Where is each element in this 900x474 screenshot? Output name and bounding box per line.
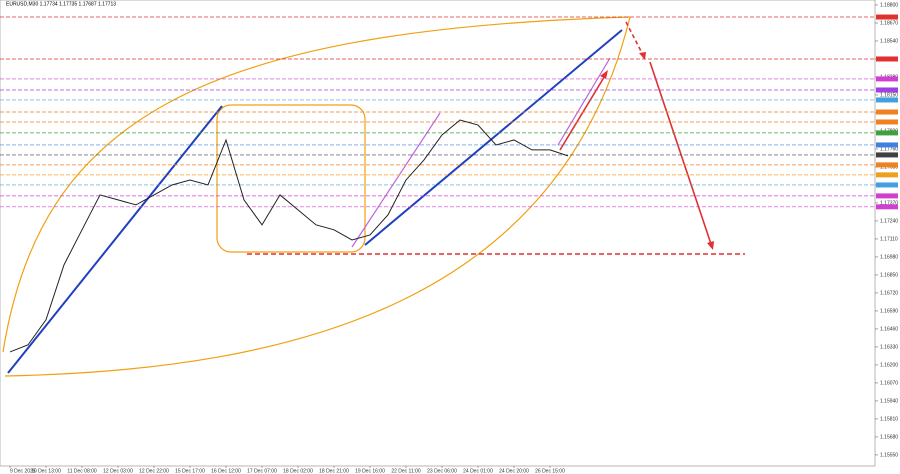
level-tag <box>876 152 898 158</box>
arc <box>4 16 631 377</box>
x-tick-label: 12 Dec 03:00 <box>103 468 133 474</box>
y-tick-label: 1.15550 <box>880 452 898 458</box>
level-tag <box>876 14 898 20</box>
y-tick-label: 1.18540 <box>880 38 898 44</box>
x-tick-label: 11 Dec 08:00 <box>67 468 97 474</box>
level-tag <box>876 97 898 103</box>
x-tick-label: 26 Dec 15:00 <box>535 468 565 474</box>
x-tick-label: 17 Dec 07:00 <box>247 468 277 474</box>
x-tick-label: 24 Dec 01:00 <box>463 468 493 474</box>
arrow <box>649 61 712 245</box>
x-tick-label: 24 Dec 20:00 <box>499 468 529 474</box>
arc <box>2 16 631 353</box>
y-tick-label: 1.18670 <box>880 20 898 26</box>
y-tick-label: 1.16200 <box>880 362 898 368</box>
y-tick-label: 1.16980 <box>880 254 898 260</box>
channel-line <box>557 57 611 146</box>
level-tag <box>876 87 898 93</box>
arrow-head <box>600 70 608 79</box>
trend-line <box>364 29 623 246</box>
trend-line <box>7 105 223 374</box>
y-tick-label: 1.18800 <box>880 2 898 8</box>
x-tick-label: 22 Dec 11:00 <box>391 468 421 474</box>
x-tick-label: 18 Dec 02:00 <box>283 468 313 474</box>
level-tag <box>876 119 898 125</box>
y-tick-label: 1.17240 <box>880 218 898 224</box>
range-box <box>216 104 366 253</box>
y-tick-label: 1.16850 <box>880 272 898 278</box>
y-tick-label: 1.18150 <box>880 92 898 98</box>
x-tick-label: 18 Dec 21:00 <box>319 468 349 474</box>
level-tag <box>876 130 898 136</box>
arrow-head <box>707 241 714 250</box>
x-tick-label: 15 Dec 17:00 <box>175 468 205 474</box>
y-tick-label: 1.15940 <box>880 398 898 404</box>
y-tick-label: 1.17370 <box>880 200 898 206</box>
chart-title: EURUSD,M30 1.17734 1.17735 1.17687 1.177… <box>6 1 116 7</box>
y-tick-label: 1.16330 <box>880 344 898 350</box>
x-tick-label: 19 Dec 16:00 <box>355 468 385 474</box>
level-tag <box>876 56 898 62</box>
y-tick-label: 1.16590 <box>880 308 898 314</box>
y-tick-label: 1.15680 <box>880 434 898 440</box>
x-tick-label: 23 Dec 06:00 <box>427 468 457 474</box>
channel-line <box>351 112 441 248</box>
level-tag <box>876 162 898 168</box>
drawings <box>2 16 745 377</box>
price-line <box>9 119 569 353</box>
y-tick-label: 1.17110 <box>880 236 898 242</box>
level-tag <box>876 193 898 199</box>
x-tick-label: 12 Dec 22:00 <box>139 468 169 474</box>
y-tick-label: 1.17760 <box>880 146 898 152</box>
level-tag <box>876 76 898 82</box>
level-tag <box>876 109 898 115</box>
level-tag <box>876 182 898 188</box>
y-tick-label: 1.16720 <box>880 290 898 296</box>
y-tick-label: 1.15810 <box>880 416 898 422</box>
arrow <box>625 21 644 56</box>
arrow-head <box>639 52 646 60</box>
plot-area <box>0 0 876 467</box>
level-tag <box>876 172 898 178</box>
y-tick-label: 1.16070 <box>880 380 898 386</box>
x-tick-label: 10 Dec 13:00 <box>31 468 61 474</box>
level-tag <box>876 142 898 148</box>
level-tag <box>876 204 898 210</box>
x-tick-label: 16 Dec 12:00 <box>211 468 241 474</box>
x-tick-label: 9 Dec 2025 <box>10 468 36 474</box>
y-tick-label: 1.16460 <box>880 326 898 332</box>
